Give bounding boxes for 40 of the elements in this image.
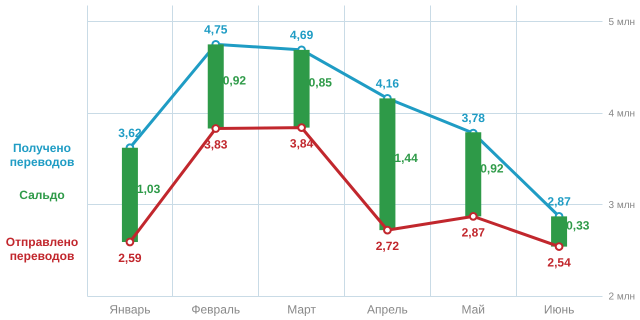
point — [554, 242, 564, 251]
bar — [551, 216, 568, 247]
point — [297, 123, 306, 132]
bar — [122, 148, 138, 242]
text: Отправлено переводов — [6, 235, 78, 264]
x-tick-label: Апрель — [367, 302, 408, 316]
point — [126, 238, 134, 246]
text: Сальдо — [19, 188, 65, 202]
x-tick-label: Январь — [109, 302, 150, 316]
data-label: 2,87 — [462, 225, 486, 240]
data-label: 2,59 — [118, 251, 142, 266]
y-tick-label: 2 млн — [608, 292, 636, 302]
bar — [294, 50, 310, 128]
data-label: 3,84 — [290, 136, 314, 151]
data-label: 0,92 — [222, 73, 246, 88]
point — [383, 226, 392, 234]
x-tick-label: Май — [461, 302, 486, 316]
y-tick-label: 4 млн — [608, 108, 636, 120]
data-label: 3,78 — [462, 111, 486, 126]
y-tick-label: 5 млн — [608, 16, 636, 28]
bar — [208, 44, 224, 129]
point — [468, 212, 478, 221]
text: Получено переводов — [10, 140, 74, 169]
data-label: 2,87 — [547, 194, 572, 208]
bar — [465, 132, 482, 216]
data-label: 4,75 — [204, 22, 228, 36]
data-label: 0,92 — [480, 161, 504, 176]
y-tick-label: 3 млн — [608, 200, 636, 211]
data-label: 2,72 — [376, 239, 400, 254]
data-label: 0,85 — [308, 76, 332, 90]
data-label: 3,62 — [118, 126, 142, 140]
data-label: 0,33 — [566, 218, 590, 232]
x-tick-label: Март — [287, 302, 316, 316]
x-tick-label: Февраль — [191, 302, 240, 316]
data-label: 4,69 — [290, 28, 314, 42]
bar — [379, 98, 396, 230]
data-label: 2,54 — [547, 256, 572, 270]
data-label: 4,16 — [376, 76, 400, 90]
point — [211, 124, 220, 133]
x-tick-label: Июнь — [544, 302, 574, 316]
